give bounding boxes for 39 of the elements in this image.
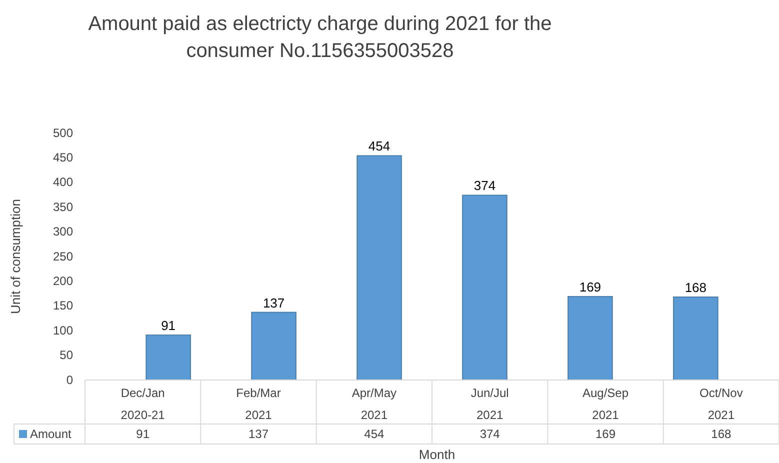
legend-label: Amount [30, 427, 72, 441]
chart-title: Amount paid as electricty charge during 2021 for the consumer No.1156355003528 [88, 13, 552, 62]
y-tick-label: 0 [66, 372, 74, 387]
y-tick-label: 350 [52, 200, 74, 214]
x-tick-label: Oct/Nov 2021 [699, 386, 743, 422]
y-axis-title: Unit of consumption [8, 199, 23, 314]
text: 91 [136, 427, 150, 441]
y-tick-label: 500 [52, 126, 74, 140]
bar [146, 334, 191, 380]
x-axis-title: Month [418, 447, 456, 462]
bar [568, 296, 613, 380]
x-tick-label: Jun/Jul 2021 [470, 386, 509, 422]
text: 168 [711, 427, 732, 441]
y-tick-label: 450 [52, 150, 74, 165]
x-tick-label: Feb/Mar 2021 [236, 386, 281, 422]
text: 137 [248, 427, 269, 441]
y-tick-label: 200 [52, 274, 74, 288]
y-tick-label: 150 [52, 298, 74, 313]
x-tick-label: Dec/Jan 2020-21 [120, 386, 166, 422]
y-tick-label: 400 [52, 175, 74, 190]
text: 374 [480, 427, 500, 441]
text: 454 [364, 427, 384, 441]
x-tick-label: Apr/May 2021 [352, 386, 397, 422]
y-tick-label: 250 [52, 249, 74, 264]
data-label: 91 [161, 318, 176, 334]
data-label: 168 [684, 280, 707, 296]
bar [462, 194, 508, 380]
data-label: 169 [579, 280, 602, 295]
data-label: 137 [262, 295, 285, 310]
text: 169 [595, 427, 616, 441]
y-tick-label: 100 [52, 323, 74, 338]
data-label: 374 [474, 178, 496, 194]
y-tick-label: 50 [60, 348, 74, 362]
y-tick-label: 300 [52, 224, 74, 239]
data-label: 454 [368, 138, 390, 154]
bar [673, 296, 718, 380]
bar [251, 312, 296, 380]
x-tick-label: Aug/Sep 2021 [582, 386, 629, 422]
bar [356, 155, 402, 380]
